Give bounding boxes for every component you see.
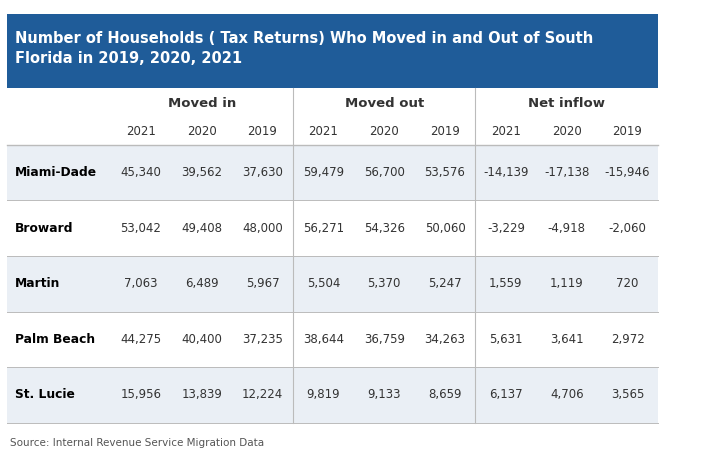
Text: 40,400: 40,400 <box>181 333 222 346</box>
Text: 5,631: 5,631 <box>489 333 522 346</box>
Text: 3,641: 3,641 <box>550 333 583 346</box>
Text: 2021: 2021 <box>126 125 156 138</box>
Text: 15,956: 15,956 <box>120 389 161 401</box>
Text: -2,060: -2,060 <box>609 222 646 235</box>
Text: 2019: 2019 <box>613 125 643 138</box>
Text: 44,275: 44,275 <box>120 333 161 346</box>
Text: -3,229: -3,229 <box>487 222 525 235</box>
Text: 56,700: 56,700 <box>364 166 404 179</box>
Text: Source: Internal Revenue Service Migration Data: Source: Internal Revenue Service Migrati… <box>10 437 264 448</box>
Text: 9,819: 9,819 <box>307 389 340 401</box>
Text: 53,042: 53,042 <box>120 222 161 235</box>
Text: 2,972: 2,972 <box>611 333 644 346</box>
Text: -14,139: -14,139 <box>483 166 529 179</box>
Text: 4,706: 4,706 <box>550 389 583 401</box>
Text: 37,630: 37,630 <box>242 166 283 179</box>
Text: 34,263: 34,263 <box>424 333 465 346</box>
Text: 2021: 2021 <box>308 125 339 138</box>
FancyBboxPatch shape <box>6 88 658 145</box>
Text: 5,370: 5,370 <box>368 277 401 290</box>
Text: 45,340: 45,340 <box>120 166 161 179</box>
Text: 1,119: 1,119 <box>550 277 583 290</box>
Text: St. Lucie: St. Lucie <box>15 389 74 401</box>
Text: Number of Households ( Tax Returns) Who Moved in and Out of South
Florida in 201: Number of Households ( Tax Returns) Who … <box>15 31 593 66</box>
FancyBboxPatch shape <box>6 200 658 256</box>
Text: 8,659: 8,659 <box>428 389 462 401</box>
Text: 7,063: 7,063 <box>124 277 158 290</box>
Text: 37,235: 37,235 <box>242 333 283 346</box>
Text: 6,489: 6,489 <box>185 277 218 290</box>
Text: Miami-Dade: Miami-Dade <box>15 166 97 179</box>
Text: Martin: Martin <box>15 277 60 290</box>
Text: 39,562: 39,562 <box>181 166 222 179</box>
Text: -15,946: -15,946 <box>604 166 650 179</box>
Text: 5,504: 5,504 <box>307 277 340 290</box>
Text: 5,967: 5,967 <box>246 277 279 290</box>
FancyBboxPatch shape <box>6 145 658 200</box>
Text: 13,839: 13,839 <box>181 389 222 401</box>
Text: -17,138: -17,138 <box>544 166 590 179</box>
Text: 12,224: 12,224 <box>242 389 283 401</box>
FancyBboxPatch shape <box>6 367 658 423</box>
Text: 2020: 2020 <box>552 125 582 138</box>
Text: 56,271: 56,271 <box>303 222 344 235</box>
Text: 2021: 2021 <box>491 125 521 138</box>
Text: 36,759: 36,759 <box>363 333 404 346</box>
Text: 48,000: 48,000 <box>243 222 283 235</box>
FancyBboxPatch shape <box>6 14 658 88</box>
Text: 2020: 2020 <box>187 125 216 138</box>
Text: 38,644: 38,644 <box>303 333 344 346</box>
Text: 54,326: 54,326 <box>363 222 404 235</box>
Text: Moved out: Moved out <box>344 97 423 110</box>
Text: 2019: 2019 <box>430 125 460 138</box>
Text: 9,133: 9,133 <box>368 389 401 401</box>
Text: 53,576: 53,576 <box>425 166 465 179</box>
FancyBboxPatch shape <box>6 312 658 367</box>
FancyBboxPatch shape <box>6 256 658 312</box>
Text: 5,247: 5,247 <box>428 277 462 290</box>
Text: Palm Beach: Palm Beach <box>15 333 95 346</box>
Text: 2020: 2020 <box>369 125 399 138</box>
Text: 59,479: 59,479 <box>303 166 344 179</box>
Text: 2019: 2019 <box>247 125 277 138</box>
Text: Net inflow: Net inflow <box>528 97 605 110</box>
Text: -4,918: -4,918 <box>548 222 585 235</box>
Text: 6,137: 6,137 <box>489 389 522 401</box>
Text: 3,565: 3,565 <box>611 389 644 401</box>
Text: Broward: Broward <box>15 222 73 235</box>
Text: 720: 720 <box>617 277 638 290</box>
Text: 50,060: 50,060 <box>425 222 465 235</box>
Text: 1,559: 1,559 <box>489 277 522 290</box>
Text: Moved in: Moved in <box>168 97 236 110</box>
Text: 49,408: 49,408 <box>181 222 222 235</box>
